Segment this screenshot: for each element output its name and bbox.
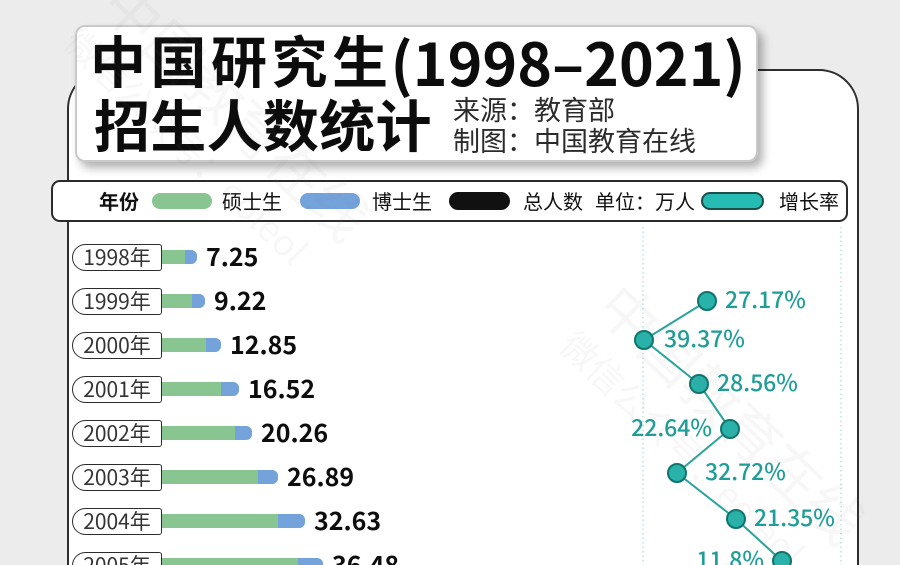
svg-text:39.37%: 39.37% [664, 320, 745, 354]
svg-text:22.64%: 22.64% [631, 409, 712, 443]
svg-text:27.17%: 27.17% [725, 281, 806, 315]
svg-text:32.72%: 32.72% [705, 453, 786, 487]
svg-text:21.35%: 21.35% [754, 499, 835, 533]
svg-text:11.8%: 11.8% [696, 541, 764, 565]
svg-text:28.56%: 28.56% [717, 364, 798, 398]
